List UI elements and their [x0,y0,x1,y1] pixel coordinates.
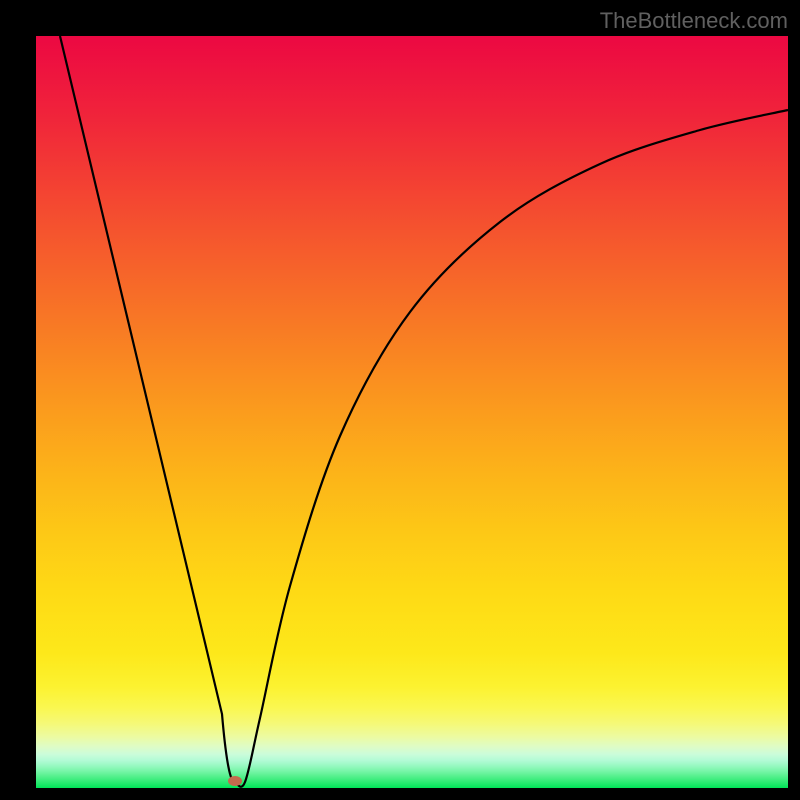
chart-container: TheBottleneck.com [0,0,800,800]
minimum-marker [228,776,242,786]
watermark-text: TheBottleneck.com [600,8,788,34]
plot-gradient-background [36,36,788,788]
